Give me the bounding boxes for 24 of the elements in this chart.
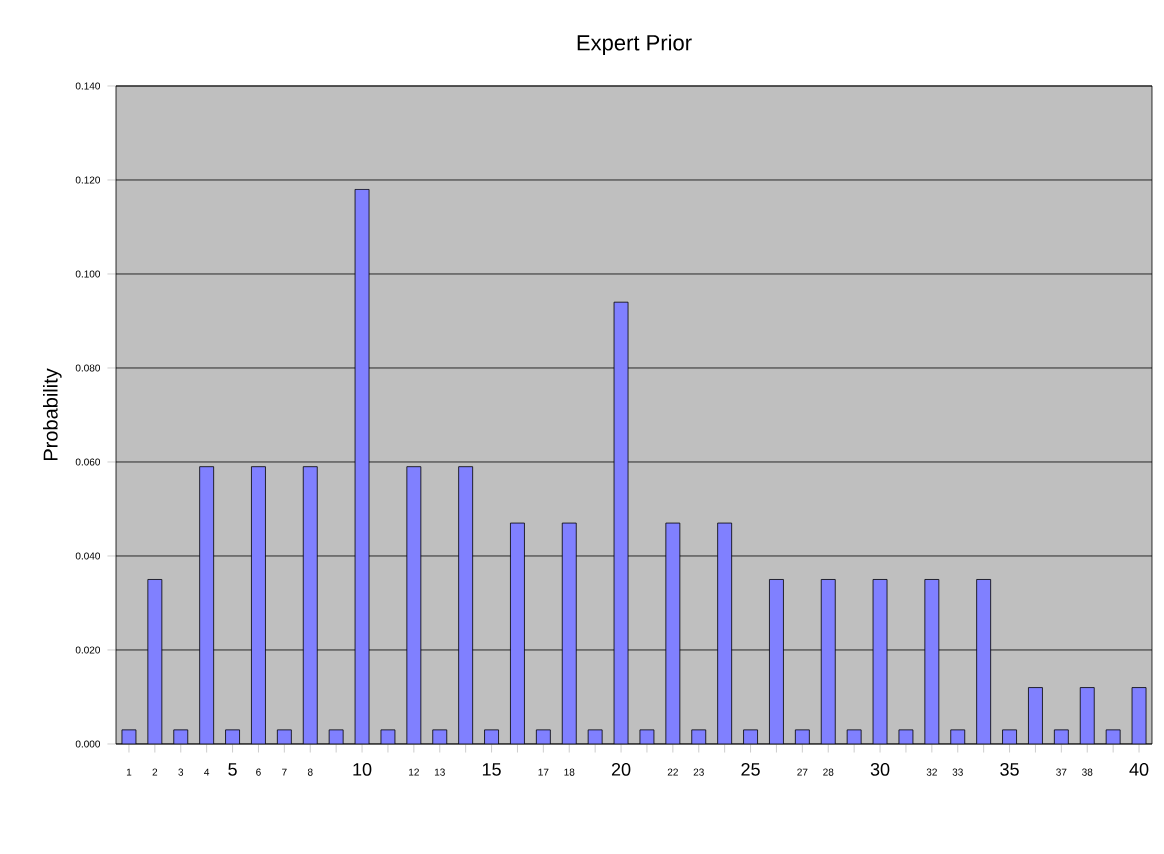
bar: [665, 522, 681, 744]
bar: [510, 522, 525, 744]
bar: [251, 466, 266, 744]
x-tick-label: 35: [1000, 762, 1019, 776]
x-tick-label: 10: [353, 762, 372, 776]
bar: [976, 579, 992, 744]
x-tick-label: 5: [228, 763, 237, 776]
bar: [561, 522, 577, 744]
bar: [199, 466, 215, 744]
bar: [302, 466, 318, 744]
bar: [1079, 687, 1095, 744]
x-tick-label: 15: [482, 763, 501, 776]
y-axis-title: Probability: [43, 368, 62, 461]
chart-title: Expert Prior: [577, 34, 692, 55]
x-tick-label: 20: [611, 762, 631, 776]
x-tick-label: 25: [741, 762, 760, 776]
bar: [769, 579, 784, 744]
bar: [1028, 687, 1043, 744]
x-tick-label: 30: [870, 762, 890, 776]
bar: [458, 466, 474, 744]
x-tick-label: 40: [1129, 762, 1149, 776]
bar: [924, 579, 940, 744]
bar: [820, 579, 836, 744]
bar: [717, 522, 733, 744]
